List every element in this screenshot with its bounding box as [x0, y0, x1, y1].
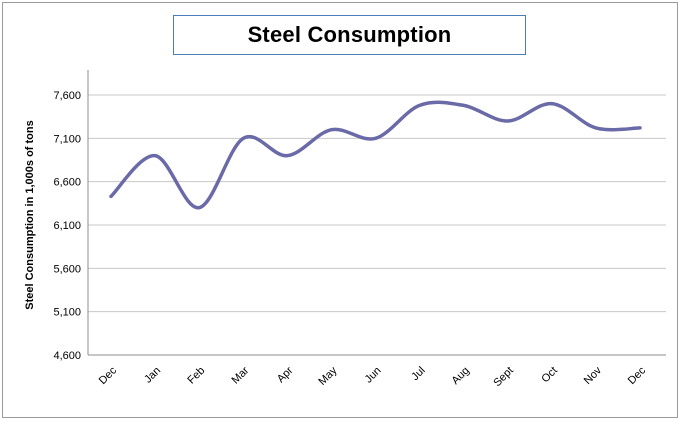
- axes: [87, 70, 666, 356]
- y-axis-title: Steel Consumption in 1,000s of tons: [24, 120, 36, 309]
- x-tick-labels: Dec Jan Feb Mar Apr May Jun Jul Aug Sept Oct Nov Dec: [97, 364, 649, 389]
- y-tick-label: 7,100: [53, 133, 81, 145]
- x-tick-label: Oct: [539, 365, 560, 386]
- y-tick-label: 5,600: [53, 263, 81, 275]
- y-tick-label: 6,600: [53, 177, 81, 189]
- x-tick-label: Jan: [142, 365, 163, 386]
- y-tick-label: 5,100: [53, 307, 81, 319]
- x-tick-label: Dec: [97, 364, 120, 387]
- y-tick-label: 4,600: [53, 350, 81, 362]
- x-tick-label: Jul: [409, 365, 427, 383]
- y-tick-label: 7,600: [53, 90, 81, 102]
- series-line: [109, 100, 642, 210]
- x-tick-label: Nov: [582, 364, 605, 387]
- x-tick-label: Jun: [363, 365, 384, 386]
- x-tick-label: May: [316, 364, 340, 388]
- x-tick-label: Dec: [626, 364, 649, 387]
- x-tick-label: Feb: [185, 365, 207, 387]
- y-tick-labels: 4,600 5,100 5,600 6,100 6,600 7,100 7,600: [53, 90, 81, 362]
- gridlines: [88, 94, 666, 313]
- x-tick-label: Mar: [229, 364, 251, 386]
- x-tick-label: Aug: [449, 365, 471, 387]
- chart-title: Steel Consumption: [247, 22, 452, 47]
- chart-frame: [2, 2, 678, 418]
- series-lines: [109, 100, 642, 210]
- chart-title-box: Steel Consumption: [173, 15, 526, 55]
- x-tick-label: Apr: [275, 364, 296, 385]
- x-tick-label: Sept: [491, 365, 515, 389]
- y-tick-label: 6,100: [53, 220, 81, 232]
